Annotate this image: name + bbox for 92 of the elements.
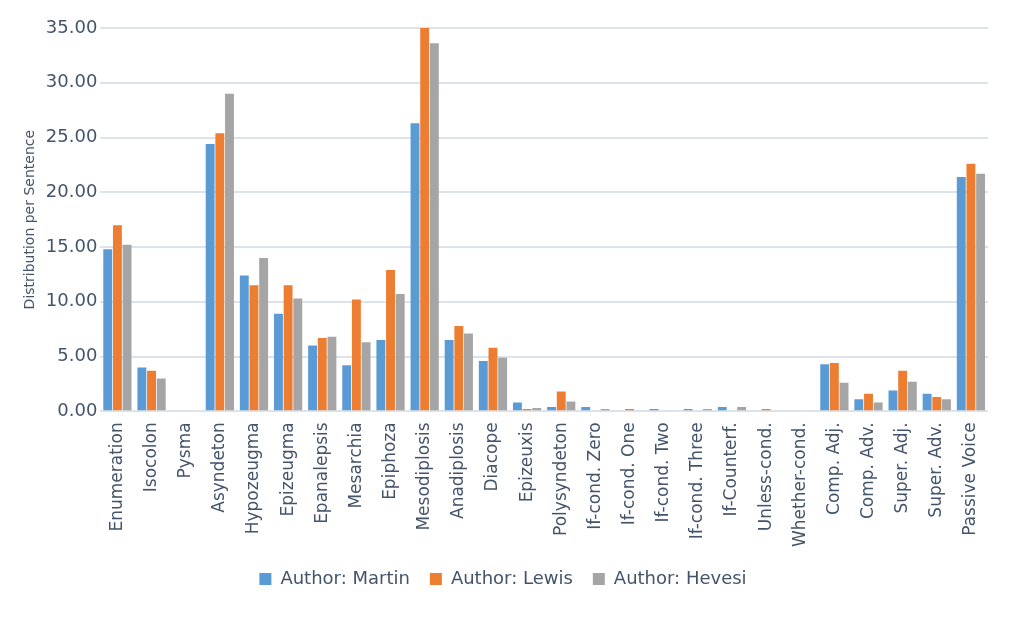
bar xyxy=(532,408,542,411)
bar xyxy=(854,399,864,411)
x-tick-label: If-cond. Three xyxy=(686,422,707,540)
y-tick-label: 30.00 xyxy=(45,70,98,92)
bar xyxy=(239,275,249,411)
y-tick-label: 35.00 xyxy=(45,15,98,37)
x-tick-label: Hypozeugma xyxy=(242,422,263,535)
bar xyxy=(156,378,166,411)
bar xyxy=(888,390,898,411)
x-tick-label: Polysyndeton xyxy=(549,422,570,536)
bar xyxy=(566,401,576,411)
bar xyxy=(420,28,430,411)
legend-label: Author: Martin xyxy=(280,566,410,588)
bar xyxy=(464,333,473,411)
bar xyxy=(283,285,293,411)
x-tick-label: Comp. Adv. xyxy=(856,422,877,520)
y-tick-label: 5.00 xyxy=(57,344,98,366)
bar xyxy=(225,93,234,411)
x-tick-label: Mesarchia xyxy=(344,422,365,509)
bar xyxy=(737,406,747,411)
bar xyxy=(293,298,303,411)
x-tick-label: Diacope xyxy=(481,422,502,492)
bar xyxy=(498,357,508,411)
legend-label: Author: Lewis xyxy=(450,566,573,588)
y-axis-title: Distribution per Sentence xyxy=(21,129,38,310)
x-tick-label: Isocolon xyxy=(139,422,160,493)
bar xyxy=(361,342,371,411)
bar xyxy=(581,406,591,411)
bar xyxy=(932,397,942,411)
y-tick-label: 0.00 xyxy=(57,398,98,420)
bar xyxy=(205,144,215,411)
bar xyxy=(122,244,132,411)
bar xyxy=(547,406,557,411)
x-tick-label: If-cond. Two xyxy=(652,422,673,523)
y-tick-label: 25.00 xyxy=(45,125,98,147)
x-tick-label: If-cond. One xyxy=(617,422,638,526)
bar xyxy=(327,336,337,411)
x-tick-label: Epanalepsis xyxy=(310,422,331,524)
bar xyxy=(907,381,917,411)
bar xyxy=(308,345,318,411)
bar xyxy=(512,402,522,411)
bar xyxy=(273,313,283,411)
x-tick-label: Epiphoza xyxy=(378,422,399,500)
bar xyxy=(976,173,986,411)
bar xyxy=(395,294,405,411)
bar xyxy=(249,285,259,411)
bar xyxy=(966,163,976,411)
bar xyxy=(376,340,386,411)
x-tick-label: Comp. Adj. xyxy=(822,422,843,515)
bar xyxy=(342,365,352,411)
bar xyxy=(444,340,454,411)
bar xyxy=(147,370,156,411)
bar xyxy=(259,257,269,411)
x-tick-label: Pysma xyxy=(174,422,195,479)
bar xyxy=(410,123,420,411)
x-tick-label: If-cond. Zero xyxy=(583,422,604,530)
bar xyxy=(942,399,951,411)
x-tick-label: Passive Voice xyxy=(959,422,980,536)
bar xyxy=(864,393,873,411)
bar xyxy=(829,363,839,411)
x-tick-label: Epizeuxis xyxy=(515,422,536,503)
x-tick-label: Super. Adv. xyxy=(925,422,946,518)
bar xyxy=(478,360,488,411)
x-tick-label: Anadiplosis xyxy=(447,422,468,519)
y-tick-label: 20.00 xyxy=(45,179,98,201)
bar xyxy=(137,367,147,411)
x-tick-label: Enumeration xyxy=(105,422,126,532)
bar xyxy=(556,391,566,411)
bar xyxy=(112,225,122,411)
bar xyxy=(317,337,327,411)
bar xyxy=(351,299,361,411)
x-tick-label: Unless-cond. xyxy=(754,422,775,532)
bar xyxy=(898,370,908,411)
x-tick-label: Mesodiplosis xyxy=(413,422,434,531)
y-tick-label: 15.00 xyxy=(45,234,98,256)
y-tick-label: 10.00 xyxy=(45,289,98,311)
x-tick-label: Whether-cond. xyxy=(788,422,809,548)
bar xyxy=(956,176,966,411)
bar xyxy=(873,402,883,411)
bar xyxy=(454,325,464,411)
x-tick-label: Asyndeton xyxy=(208,422,229,513)
bar xyxy=(922,393,932,411)
x-tick-label: Super. Adj. xyxy=(891,422,912,514)
bar xyxy=(215,133,225,411)
bar xyxy=(103,249,113,411)
bar xyxy=(429,43,439,411)
legend-label: Author: Hevesi xyxy=(613,566,747,588)
bar xyxy=(820,364,830,411)
bar xyxy=(386,270,395,411)
bar xyxy=(717,406,727,411)
x-tick-label: Epizeugma xyxy=(276,422,297,517)
x-tick-label: If-Counterf. xyxy=(720,422,741,517)
